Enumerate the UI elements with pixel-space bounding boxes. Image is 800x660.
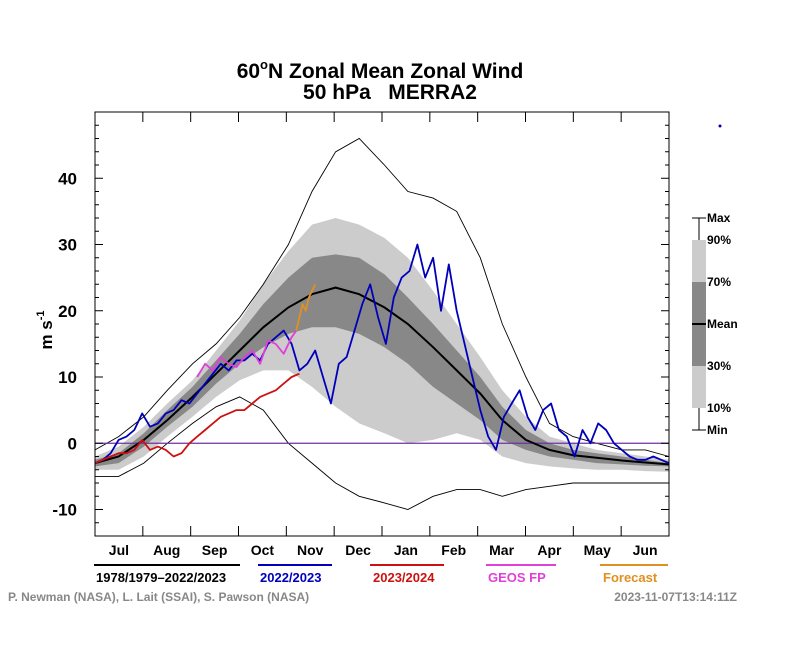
- legend-2022-2023: 2022/2023: [260, 570, 321, 585]
- month-label: Apr: [537, 542, 562, 558]
- y-tick-labels: -10 0 10 20 30 40: [52, 169, 77, 519]
- legend: 1978/1979–2022/2023 2022/2023 2023/2024 …: [94, 564, 668, 585]
- month-label: Aug: [153, 542, 180, 558]
- series-forecast: [295, 283, 317, 331]
- month-label: Oct: [251, 542, 275, 558]
- key-max: Max: [707, 211, 731, 225]
- series-2023-2024: [94, 372, 300, 464]
- axis-ticks: [95, 112, 669, 537]
- y-tick-label: 40: [58, 169, 77, 188]
- plot-frame: [94, 111, 670, 537]
- chart-title: 60oN Zonal Mean Zonal Wind: [237, 57, 524, 83]
- y-tick-label: -10: [52, 501, 77, 520]
- y-axis-label: m s-1: [35, 310, 56, 349]
- key-p90: 90%: [707, 233, 731, 247]
- key-p10: 10%: [707, 401, 731, 415]
- month-label: Jun: [633, 542, 658, 558]
- chart-subtitle: 50 hPa MERRA2: [303, 81, 477, 104]
- credit-authors: P. Newman (NASA), L. Lait (SSAI), S. Paw…: [8, 590, 309, 604]
- y-tick-label: 10: [58, 368, 77, 387]
- series-lines: [94, 137, 670, 510]
- max-line: [94, 137, 670, 457]
- key-min: Min: [707, 423, 728, 437]
- series-2022-2023: [94, 243, 670, 464]
- y-tick-label: 0: [68, 434, 77, 453]
- percentile-key: Max 90% 70% Mean 30% 10% Min: [692, 211, 738, 437]
- key-p30: 30%: [707, 359, 731, 373]
- month-label: Mar: [489, 542, 514, 558]
- key-p70: 70%: [707, 275, 731, 289]
- month-label: Nov: [297, 542, 324, 558]
- credit-timestamp: 2023-11-07T13:14:11Z: [614, 590, 737, 604]
- key-mean: Mean: [707, 317, 738, 331]
- month-label: Sep: [202, 542, 228, 558]
- mean-line: [94, 286, 670, 466]
- month-label: Dec: [345, 542, 371, 558]
- month-label: Jan: [394, 542, 418, 558]
- y-tick-label: 30: [58, 236, 77, 255]
- legend-climatology: 1978/1979–2022/2023: [96, 570, 226, 585]
- legend-forecast: Forecast: [603, 570, 658, 585]
- percentile-bands: [95, 218, 669, 472]
- band-30-70: [95, 254, 669, 467]
- month-label: Jul: [109, 542, 129, 558]
- series-geos-fp: [196, 330, 298, 378]
- month-label: Feb: [441, 542, 466, 558]
- y-tick-label: 20: [58, 302, 77, 321]
- month-labels: Jul Aug Sep Oct Nov Dec Jan Feb Mar Apr May Jun: [109, 542, 658, 558]
- legend-2023-2024: 2023/2024: [373, 570, 435, 585]
- stray-dot: [718, 124, 722, 128]
- min-line: [95, 396, 669, 510]
- month-label: May: [584, 542, 611, 558]
- legend-geos-fp: GEOS FP: [488, 570, 546, 585]
